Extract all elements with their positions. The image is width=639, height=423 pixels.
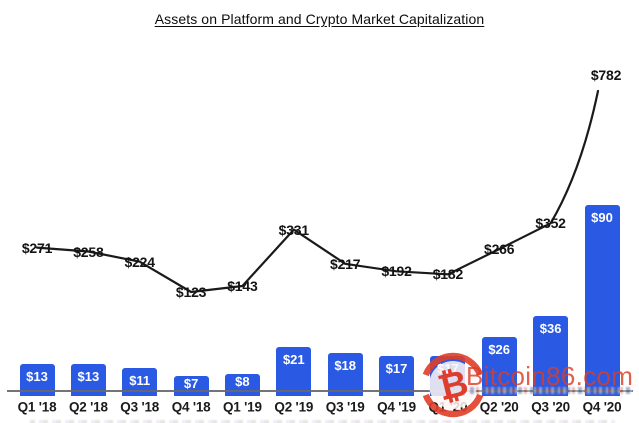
bar-q4-19: $17 <box>379 355 414 396</box>
x-axis-label: Q2 '20 <box>479 399 519 415</box>
x-axis-label: Q2 '18 <box>68 399 108 415</box>
bar-value-label: $26 <box>488 341 511 357</box>
line-value-label: $143 <box>227 278 258 294</box>
line-value-label: $266 <box>484 241 515 258</box>
x-axis-label: Q2 '19 <box>274 399 314 415</box>
x-axis-label: Q1 '19 <box>222 399 262 415</box>
x-axis-label: Q3 '20 <box>531 399 570 415</box>
x-axis-label: Q4 '18 <box>171 399 211 415</box>
bar-value-label: $13 <box>26 368 48 384</box>
bar-value-label: $21 <box>282 352 305 368</box>
bar-value-label: $7 <box>183 376 199 392</box>
bar-q3-20: $36 <box>533 316 569 396</box>
bar-value-label: $90 <box>591 210 613 226</box>
x-axis-label: Q4 '20 <box>582 399 622 415</box>
x-axis-label: Q4 '19 <box>377 399 416 415</box>
x-axis-label: Q3 '18 <box>120 399 160 415</box>
line-value-label: $123 <box>175 284 207 300</box>
bar-value-label: $13 <box>77 368 100 384</box>
bottom-edge-smudge <box>30 419 615 423</box>
x-axis-line <box>7 389 633 392</box>
line-value-label: $782 <box>590 67 622 83</box>
bar-q3-19: $18 <box>327 353 363 396</box>
line-value-label: $258 <box>73 243 104 260</box>
bar-q4-20: $90 <box>584 205 620 396</box>
bar-value-label: $17 <box>385 360 408 376</box>
line-value-label: $192 <box>381 263 412 280</box>
line-value-label: $182 <box>432 266 464 283</box>
x-axis-label: Q1 '18 <box>17 399 57 415</box>
line-value-label: $224 <box>124 253 156 270</box>
bar-value-label: $17 <box>437 360 459 376</box>
line-value-label: $331 <box>278 221 310 238</box>
line-value-label: $271 <box>21 239 53 256</box>
bar-q2-20: $26 <box>481 336 517 396</box>
bar-value-label: $36 <box>539 321 562 337</box>
bar-q4-18: $7 <box>173 376 209 396</box>
bar-value-label: $18 <box>334 358 357 374</box>
x-axis-label: Q1 '20 <box>428 399 468 415</box>
bar-value-label: $8 <box>235 374 250 389</box>
bar-q2-19: $21 <box>276 347 312 396</box>
x-axis-label: Q3 '19 <box>325 399 365 415</box>
line-value-label: $217 <box>330 255 361 272</box>
line-value-label: $352 <box>535 215 566 232</box>
bar-value-label: $11 <box>129 372 151 388</box>
chart-title: Assets on Platform and Crypto Market Cap… <box>154 11 485 27</box>
bar-q1-19: $8 <box>224 374 260 396</box>
